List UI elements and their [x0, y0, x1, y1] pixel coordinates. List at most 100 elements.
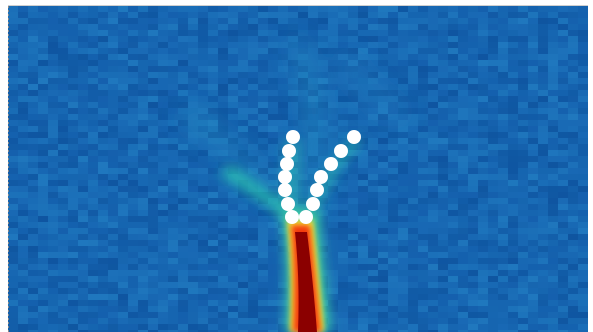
noise-cell — [88, 180, 98, 186]
noise-cell — [298, 6, 308, 12]
noise-cell — [158, 150, 168, 156]
noise-cell — [418, 114, 428, 120]
noise-cell — [18, 138, 28, 144]
noise-cell — [528, 114, 538, 120]
noise-cell — [368, 126, 378, 132]
noise-cell — [348, 258, 358, 264]
noise-cell — [138, 222, 148, 228]
noise-cell — [138, 84, 148, 90]
noise-cell — [268, 294, 278, 300]
noise-cell — [378, 192, 388, 198]
noise-cell — [508, 312, 518, 318]
noise-cell — [28, 312, 38, 318]
noise-cell — [448, 150, 458, 156]
noise-cell — [438, 138, 448, 144]
noise-cell — [258, 156, 268, 162]
noise-cell — [228, 156, 238, 162]
noise-cell — [358, 66, 368, 72]
noise-cell — [218, 54, 228, 60]
noise-cell — [78, 192, 88, 198]
noise-cell — [168, 288, 178, 294]
noise-cell — [228, 210, 238, 216]
noise-cell — [28, 54, 38, 60]
noise-cell — [498, 102, 508, 108]
noise-cell — [28, 132, 38, 138]
noise-cell — [118, 84, 128, 90]
noise-cell — [418, 264, 428, 270]
noise-cell — [308, 6, 318, 12]
noise-cell — [428, 42, 438, 48]
noise-cell — [8, 258, 18, 264]
noise-cell — [378, 246, 388, 252]
noise-cell — [388, 54, 398, 60]
noise-cell — [258, 234, 268, 240]
noise-cell — [218, 210, 228, 216]
noise-cell — [398, 150, 408, 156]
noise-cell — [378, 234, 388, 240]
noise-cell — [138, 132, 148, 138]
noise-cell — [278, 288, 288, 294]
noise-cell — [178, 132, 188, 138]
noise-cell — [168, 78, 178, 84]
noise-cell — [458, 222, 468, 228]
noise-cell — [378, 294, 388, 300]
noise-cell — [228, 306, 238, 312]
noise-cell — [418, 72, 428, 78]
noise-cell — [548, 228, 558, 234]
noise-cell — [388, 30, 398, 36]
noise-cell — [158, 330, 168, 332]
noise-cell — [488, 294, 498, 300]
noise-cell — [548, 264, 558, 270]
noise-cell — [488, 180, 498, 186]
noise-cell — [468, 258, 478, 264]
noise-cell — [438, 84, 448, 90]
noise-cell — [238, 138, 248, 144]
noise-cell — [48, 180, 58, 186]
noise-cell — [228, 222, 238, 228]
noise-cell — [418, 174, 428, 180]
noise-cell — [238, 42, 248, 48]
noise-cell — [18, 12, 28, 18]
noise-cell — [368, 66, 378, 72]
noise-cell — [18, 276, 28, 282]
noise-cell — [68, 204, 78, 210]
noise-cell — [568, 228, 578, 234]
noise-cell — [488, 30, 498, 36]
noise-cell — [388, 270, 398, 276]
noise-cell — [48, 264, 58, 270]
noise-cell — [148, 144, 158, 150]
noise-cell — [408, 204, 418, 210]
noise-cell — [278, 318, 288, 324]
noise-cell — [348, 186, 358, 192]
noise-cell — [438, 192, 448, 198]
noise-cell — [368, 234, 378, 240]
noise-cell — [448, 6, 458, 12]
noise-cell — [28, 66, 38, 72]
noise-cell — [218, 66, 228, 72]
noise-cell — [128, 282, 138, 288]
noise-cell — [398, 66, 408, 72]
noise-cell — [118, 276, 128, 282]
noise-cell — [438, 294, 448, 300]
noise-cell — [188, 330, 198, 332]
noise-cell — [528, 204, 538, 210]
noise-cell — [78, 234, 88, 240]
noise-cell — [248, 126, 258, 132]
noise-cell — [378, 126, 388, 132]
noise-cell — [38, 222, 48, 228]
noise-cell — [188, 144, 198, 150]
noise-cell — [458, 258, 468, 264]
noise-cell — [138, 204, 148, 210]
noise-cell — [558, 48, 568, 54]
noise-cell — [578, 282, 588, 288]
noise-cell — [58, 36, 68, 42]
noise-cell — [418, 294, 428, 300]
noise-cell — [528, 72, 538, 78]
noise-cell — [468, 18, 478, 24]
noise-cell — [408, 108, 418, 114]
noise-cell — [388, 192, 398, 198]
noise-cell — [48, 18, 58, 24]
noise-cell — [528, 174, 538, 180]
noise-cell — [238, 288, 248, 294]
